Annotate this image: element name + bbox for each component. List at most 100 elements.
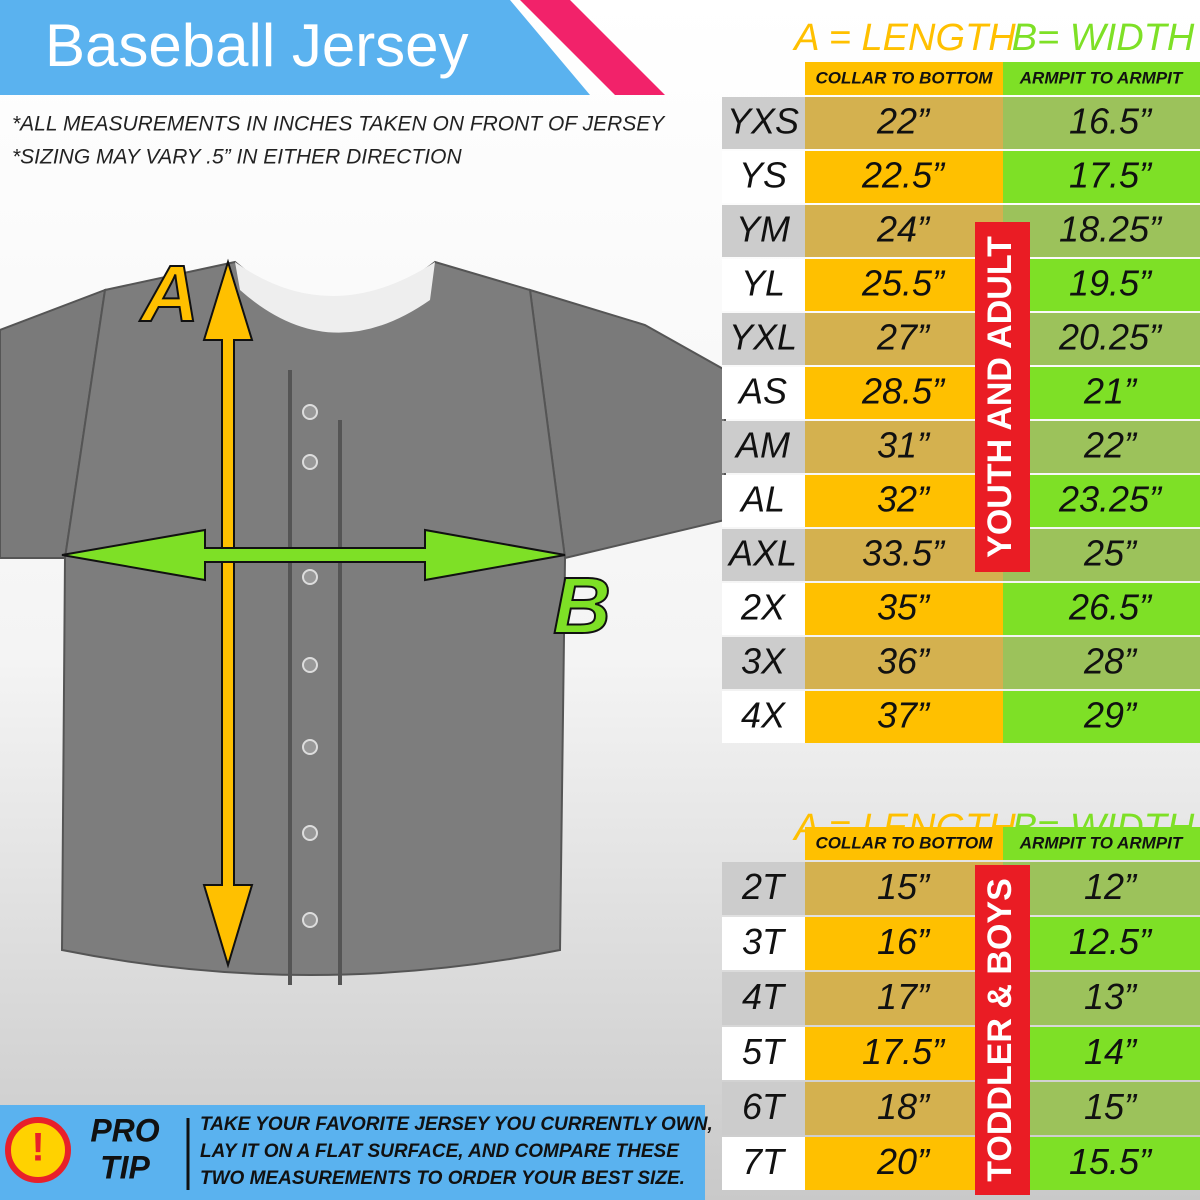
width-cell [1003,421,1200,473]
size-cell [722,97,805,149]
size: 7T [742,1141,787,1182]
length-cell [805,421,1003,473]
header-cell [1003,827,1200,860]
width-value: 26.5” [1068,587,1153,628]
header-cell [805,62,1003,95]
length-value: 22.5” [861,155,946,196]
length-value: 36” [877,641,931,682]
size: 2X [740,587,787,628]
length-subheading: COLLAR TO BOTTOM [816,833,994,852]
length-value: 16” [877,921,931,962]
note: *SIZING MAY VARY .5” IN EITHER DIRECTION [12,146,462,169]
width-cell [1003,1027,1200,1080]
size-cell [722,691,805,743]
svg-text:!: ! [31,1126,44,1170]
length-subheading: COLLAR TO BOTTOM [816,68,994,87]
length-value: 31” [877,425,931,466]
width-value: 25” [1083,533,1138,574]
size: YXS [727,101,799,142]
width-cell [1003,583,1200,635]
size-cell [722,583,805,635]
header-cell [1003,62,1200,95]
size: 3T [742,921,787,962]
width-cell [1003,367,1200,419]
size-cell [722,972,805,1025]
width-value: 23.25” [1058,479,1163,520]
jersey [0,260,726,985]
size-cell [722,259,805,311]
length-cell [805,367,1003,419]
length-value: 20” [876,1141,931,1182]
size: YXL [729,317,797,358]
size-cell [722,862,805,915]
width-cell [1003,475,1200,527]
header-cell [805,827,1003,860]
width-subheading: ARMPIT TO ARMPIT [1019,833,1184,852]
width-cell [1003,862,1200,915]
pro-tip: ! [0,1105,705,1200]
length-value: 17” [877,976,931,1017]
length-label: A [139,249,199,338]
size-cell [722,475,805,527]
size: 4X [741,695,787,736]
width-cell [1003,691,1200,743]
size: AL [739,479,785,520]
width-value: 22” [1083,425,1138,466]
length-cell [805,259,1003,311]
width-cell [1003,205,1200,257]
size-cell [722,421,805,473]
pro-tip-text: TAKE YOUR FAVORITE JERSEY YOU CURRENTLY … [200,1114,713,1135]
width-value: 15” [1084,1086,1138,1127]
width-value: 14” [1084,1031,1138,1072]
size: AXL [727,533,797,574]
length-cell [805,1082,1003,1135]
width-subheading: ARMPIT TO ARMPIT [1019,68,1184,87]
width-value: 13” [1084,976,1138,1017]
length-value: 33.5” [862,533,946,574]
length-cell [805,862,1003,915]
width-cell [1003,637,1200,689]
size-cell [722,1082,805,1135]
length-cell [805,972,1003,1025]
arrows [61,258,566,969]
length-value: 37” [877,695,931,736]
size: 5T [742,1031,787,1072]
width-cell [1003,97,1200,149]
pro-tip-text: LAY IT ON A FLAT SURFACE, AND COMPARE TH… [200,1141,680,1162]
width-cell [1003,1082,1200,1135]
size-cell [722,637,805,689]
size-cell [722,917,805,970]
width-cell [1003,972,1200,1025]
width-cell [1003,259,1200,311]
accent-stripe [520,0,665,95]
length-value: 18” [877,1086,931,1127]
width-value: 12” [1084,866,1138,907]
length-cell [805,917,1003,970]
width-value: 12.5” [1069,921,1153,962]
size: YS [739,155,787,196]
width-heading: B= WIDTH [1012,17,1195,59]
size: 3X [741,641,787,682]
width-value: 19.5” [1069,263,1153,304]
group-label: YOUTH AND ADULT [981,236,1019,558]
length-cell [805,1137,1003,1190]
width-label: B [553,561,611,650]
size-cell [722,529,805,581]
length-cell [805,529,1003,581]
width-cell [1003,313,1200,365]
length-heading: A = LENGTH [792,17,1016,59]
width-value: 15.5” [1069,1141,1153,1182]
length-value: 35” [877,587,931,628]
size-cell [722,205,805,257]
length-value: 17.5” [862,1031,946,1072]
pro-badge: TIP [100,1149,150,1185]
title-banner [0,0,590,95]
length-cell [805,637,1003,689]
width-cell [1003,917,1200,970]
length-cell [805,691,1003,743]
width-value: 17.5” [1069,155,1153,196]
length-cell [805,1027,1003,1080]
pro-badge: PRO [90,1112,159,1148]
size: YM [736,209,790,250]
